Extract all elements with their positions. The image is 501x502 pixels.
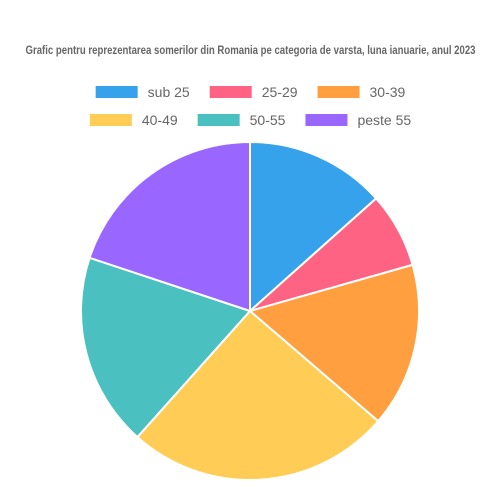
pie-slice-40-49[interactable]: [136, 310, 380, 481]
pie-slice-30-39[interactable]: [249, 263, 420, 423]
pie-slice-peste-55[interactable]: [88, 141, 251, 312]
legend-label: peste 55: [357, 112, 411, 128]
legend-label: 25-29: [262, 84, 298, 100]
legend-item-50-55[interactable]: 50-55: [197, 112, 286, 128]
pie-slices: [80, 141, 420, 481]
legend-swatch: [95, 86, 138, 98]
legend-swatch: [317, 86, 360, 98]
legend-swatch: [197, 114, 240, 126]
legend-item-25-29[interactable]: 25-29: [209, 84, 298, 100]
legend: sub 25 25-29 30-39 40-49 50-55 peste 55: [89, 84, 411, 128]
legend-item-sub-25[interactable]: sub 25: [95, 84, 190, 100]
legend-swatch: [89, 114, 132, 126]
legend-swatch: [305, 114, 348, 126]
legend-swatch: [209, 86, 252, 98]
legend-label: 50-55: [250, 112, 286, 128]
legend-label: 30-39: [370, 84, 406, 100]
chart-title: Grafic pentru reprezentarea somerilor di…: [26, 43, 476, 57]
pie-slice-sub-25[interactable]: [249, 141, 378, 312]
legend-label: sub 25: [148, 84, 190, 100]
legend-item-40-49[interactable]: 40-49: [89, 112, 178, 128]
legend-item-peste-55[interactable]: peste 55: [305, 112, 411, 128]
pie-slice-50-55[interactable]: [80, 256, 251, 439]
legend-label: 40-49: [142, 112, 178, 128]
legend-item-30-39[interactable]: 30-39: [317, 84, 406, 100]
